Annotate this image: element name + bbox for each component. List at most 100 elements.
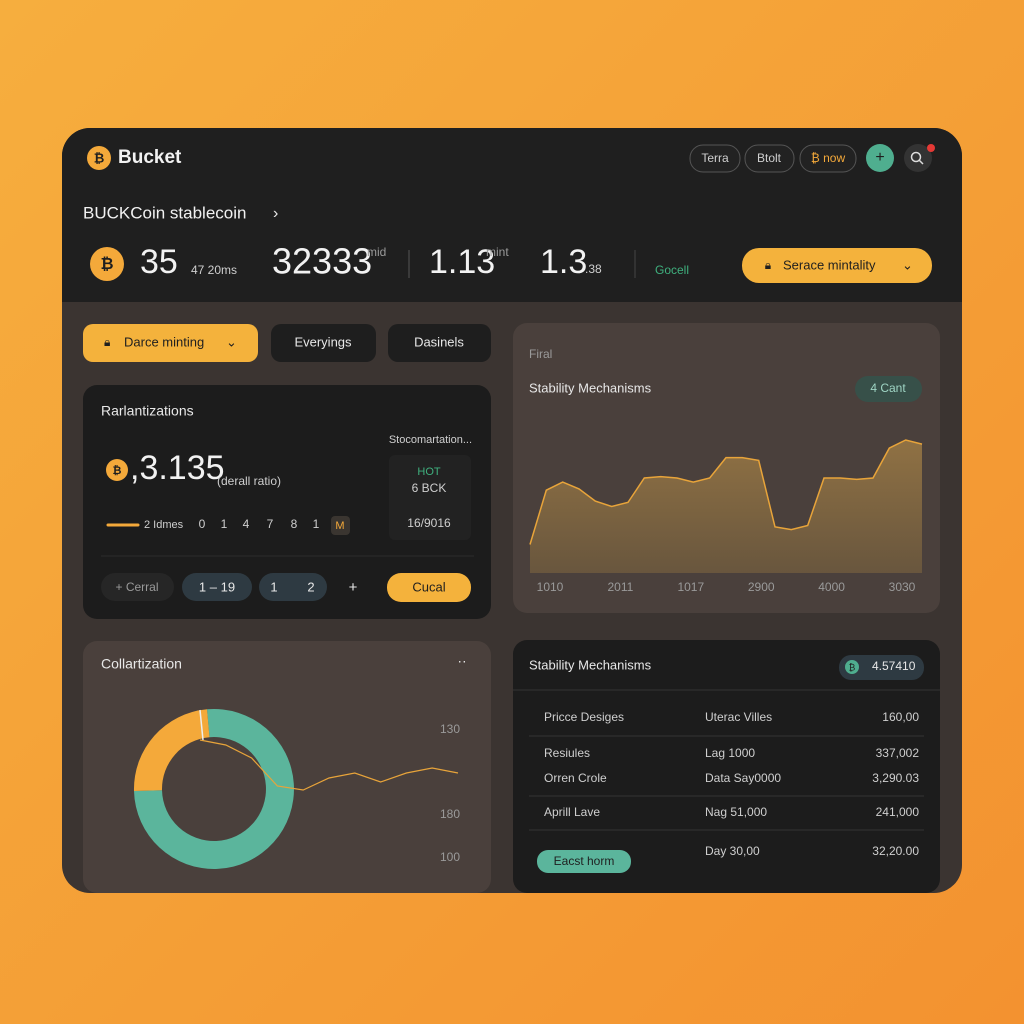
cell: Orren Crole bbox=[544, 771, 607, 785]
control-label[interactable]: 1 – 19 bbox=[199, 579, 235, 594]
card-title: Rarlantizations bbox=[101, 403, 194, 419]
x-tick-label: 2011 bbox=[607, 580, 633, 594]
card-title: Stability Mechanisms bbox=[529, 657, 652, 672]
control-label[interactable]: 1 bbox=[270, 579, 277, 594]
pill-label: 4 Cant bbox=[870, 381, 906, 395]
coin-glyph: ₿ bbox=[100, 255, 113, 273]
notification-dot bbox=[927, 144, 935, 152]
side-date: 16/9016 bbox=[407, 516, 451, 530]
control-pill[interactable] bbox=[101, 573, 174, 601]
search-button[interactable] bbox=[904, 144, 932, 172]
cell: Lag 1000 bbox=[705, 746, 755, 760]
primary-button[interactable] bbox=[387, 573, 471, 602]
row-button-label[interactable]: Eacst horm bbox=[554, 854, 615, 868]
tab[interactable] bbox=[388, 324, 491, 362]
breadcrumb-chevron: › bbox=[273, 205, 278, 222]
badge bbox=[331, 516, 350, 535]
ratio-note: (derall ratio) bbox=[217, 474, 281, 488]
pill-icon-glyph: ₿ bbox=[849, 662, 856, 672]
cell: Nag 51,000 bbox=[705, 805, 767, 819]
logo bbox=[87, 146, 111, 170]
donut-segment bbox=[133, 709, 210, 791]
pill-label: 4.57410 bbox=[872, 659, 916, 673]
stat-value: 35 bbox=[140, 243, 178, 281]
row-button[interactable] bbox=[537, 850, 631, 873]
donut-divider bbox=[199, 709, 204, 741]
cell: 3,290.03 bbox=[872, 771, 919, 785]
tab-label[interactable]: Everyings bbox=[294, 334, 352, 349]
tab-active[interactable] bbox=[83, 324, 258, 362]
stat-sub: 47 20ms bbox=[191, 263, 237, 277]
nav-button[interactable] bbox=[744, 144, 795, 173]
action-button[interactable] bbox=[742, 248, 932, 283]
cell: Uterac Villes bbox=[705, 710, 772, 724]
donut-segment bbox=[134, 708, 294, 869]
coin-glyph: ₿ bbox=[113, 465, 122, 477]
ratio-card bbox=[83, 385, 491, 619]
ratio-value: ,3.135 bbox=[130, 449, 225, 487]
tab-label[interactable]: Dasinels bbox=[414, 334, 464, 349]
search-icon[interactable] bbox=[918, 159, 924, 165]
x-tick-label: 1010 bbox=[537, 580, 564, 594]
stat-value: 1.3 bbox=[540, 243, 587, 281]
cell: Data Say0000 bbox=[705, 771, 781, 785]
x-tick-label: 3030 bbox=[889, 580, 916, 594]
nav-label[interactable]: ₿ now bbox=[811, 151, 846, 165]
lock-icon[interactable]: 🔒︎ bbox=[765, 258, 771, 272]
cell: Pricce Desiges bbox=[544, 710, 624, 724]
step: 1 bbox=[313, 517, 320, 531]
coin-icon bbox=[90, 247, 124, 281]
action-label[interactable]: Serace mintality bbox=[783, 257, 876, 272]
stat-sup: mint bbox=[486, 245, 509, 259]
card-title: Collartization bbox=[101, 656, 182, 672]
control-label[interactable]: 2 bbox=[307, 579, 314, 594]
step-list: 0 1 4 7 8 1 bbox=[199, 517, 320, 531]
pill-icon bbox=[845, 660, 859, 674]
card-title: Stability Mechanisms bbox=[529, 380, 652, 395]
side-panel bbox=[389, 455, 471, 540]
x-tick-label: 1017 bbox=[677, 580, 704, 594]
add-button[interactable] bbox=[866, 144, 894, 172]
tab-label[interactable]: Darce minting bbox=[124, 334, 204, 349]
area-fill bbox=[530, 440, 922, 573]
control-label[interactable]: + bbox=[349, 579, 358, 596]
nav-button[interactable] bbox=[799, 144, 857, 173]
breadcrumb[interactable]: BUCKCoin stablecoin bbox=[83, 203, 246, 222]
control-label[interactable]: + Cerral bbox=[115, 580, 158, 594]
search-icon[interactable] bbox=[910, 151, 922, 163]
add-icon[interactable]: + bbox=[875, 149, 884, 166]
step: 1 bbox=[221, 517, 228, 531]
control-pill[interactable] bbox=[182, 573, 252, 601]
status: Gocell bbox=[655, 263, 689, 277]
logo-glyph: ₿ bbox=[94, 150, 105, 165]
badge-label: M bbox=[335, 520, 344, 532]
legend-label: 2 Idmes bbox=[144, 519, 184, 531]
side-label: 130 bbox=[440, 722, 460, 736]
x-tick-label: 2900 bbox=[748, 580, 775, 594]
area-chart: 1010 2011 1017 2900 4000 3030 bbox=[529, 439, 923, 594]
side-title: Stocomartation... bbox=[389, 434, 472, 446]
chevron[interactable]: ⌄ bbox=[902, 257, 913, 272]
chevron[interactable]: ⌄ bbox=[226, 334, 237, 349]
lock-icon[interactable]: 🔒︎ bbox=[104, 335, 110, 349]
pill bbox=[855, 376, 922, 402]
side-label: 180 bbox=[440, 807, 460, 821]
control-pill[interactable] bbox=[259, 573, 327, 601]
step: 0 bbox=[199, 517, 206, 531]
cell: Aprill Lave bbox=[544, 805, 600, 819]
card-menu[interactable]: ·· bbox=[457, 653, 466, 669]
stat-sub: .38 bbox=[585, 262, 602, 276]
nav-button[interactable] bbox=[689, 144, 741, 173]
nav-label[interactable]: Terra bbox=[701, 151, 729, 165]
tab[interactable] bbox=[271, 324, 376, 362]
nav-label[interactable]: Btolt bbox=[757, 151, 782, 165]
brand: Bucket bbox=[118, 147, 182, 168]
stat-value: 1.13 bbox=[429, 243, 495, 281]
cell: 241,000 bbox=[876, 805, 920, 819]
stat-value: 32333 bbox=[272, 241, 372, 282]
step: 7 bbox=[267, 517, 274, 531]
primary-button-label[interactable]: Cucal bbox=[412, 579, 445, 594]
side-amount: 6 BCK bbox=[412, 481, 447, 495]
side-status: HOT bbox=[417, 466, 441, 478]
cell: Day 30,00 bbox=[705, 844, 760, 858]
